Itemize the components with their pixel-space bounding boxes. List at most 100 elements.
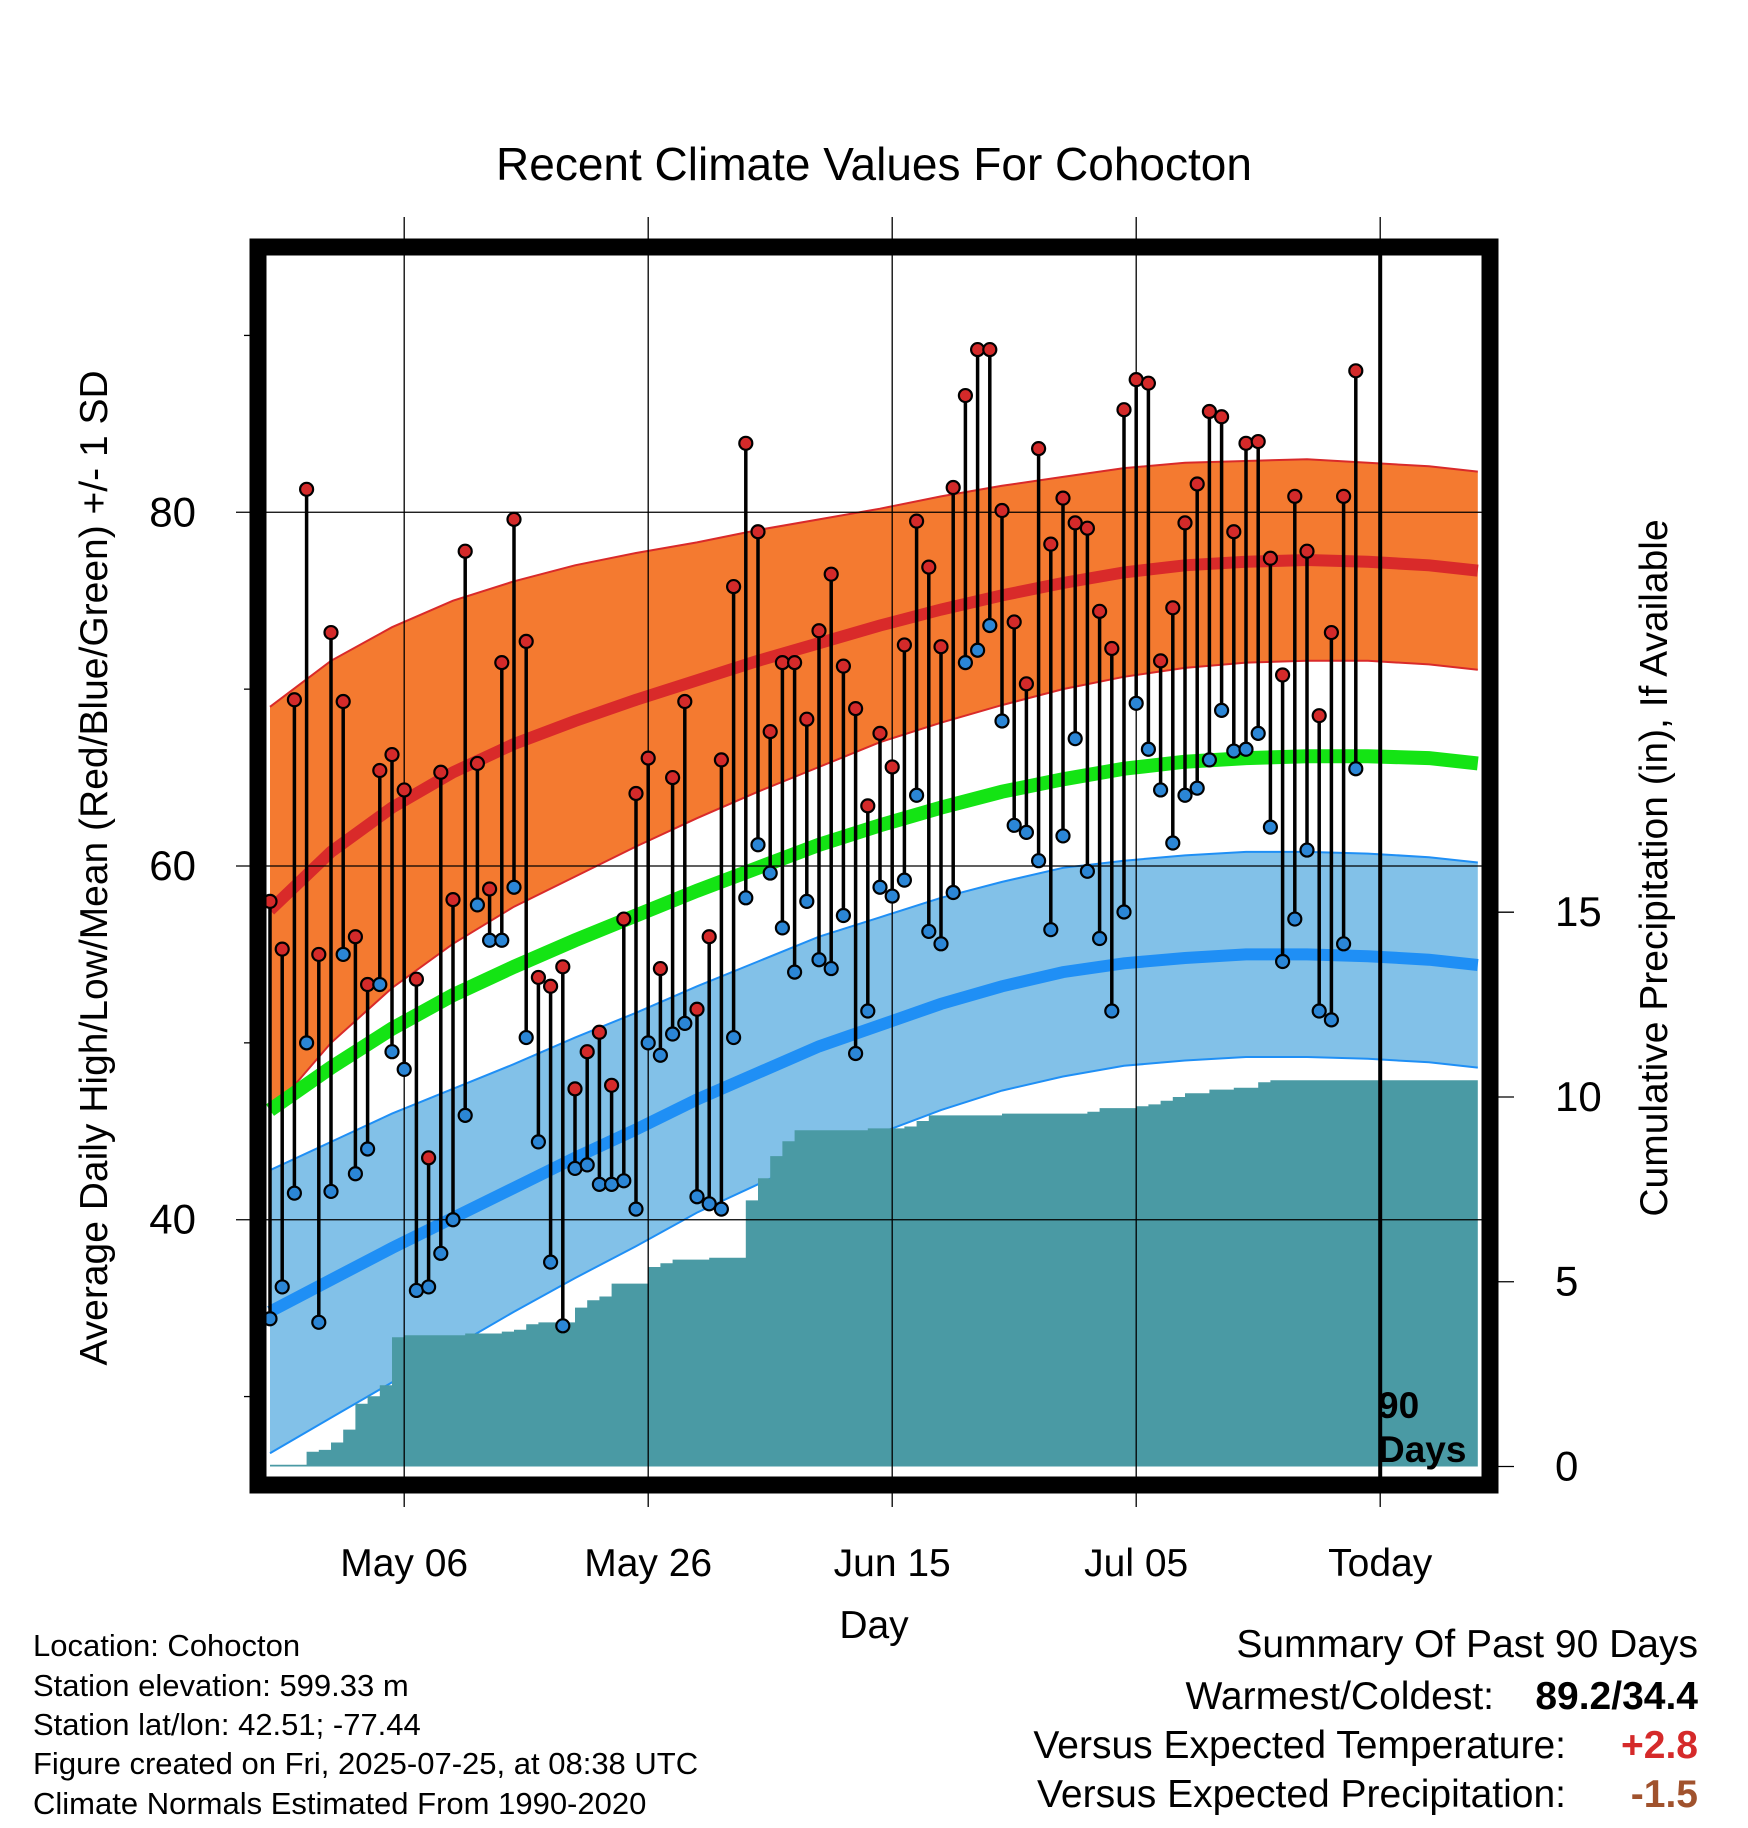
daily-low-marker — [1104, 1003, 1120, 1019]
daily-high-marker — [750, 524, 766, 540]
daily-low-marker — [1177, 787, 1193, 803]
daily-high-marker — [433, 764, 449, 780]
daily-high-marker — [957, 387, 974, 404]
daily-high-marker — [518, 633, 534, 649]
daily-low-marker — [957, 655, 974, 671]
daily-low-marker — [1006, 817, 1022, 833]
daily-high-marker — [982, 341, 998, 358]
daily-high-marker — [482, 881, 498, 897]
daily-low-marker — [713, 1201, 730, 1217]
daily-high-marker — [835, 658, 852, 674]
summary-temp-value: +2.8 — [1621, 1724, 1698, 1767]
daily-low-marker — [311, 1314, 327, 1330]
daily-high-marker — [945, 479, 961, 496]
daily-low-marker — [445, 1212, 461, 1228]
y-tick-label-left: 40 — [149, 1196, 196, 1243]
daily-high-marker — [1091, 603, 1108, 619]
daily-low-marker — [664, 1026, 681, 1042]
daily-high-marker — [725, 578, 742, 595]
daily-low-marker — [762, 865, 778, 881]
daily-high-marker — [469, 755, 485, 772]
daily-high-marker — [457, 543, 473, 559]
daily-high-marker — [762, 723, 778, 740]
daily-low-marker — [701, 1196, 717, 1212]
daily-low-marker — [1091, 930, 1108, 947]
daily-low-marker — [1323, 1012, 1340, 1028]
daily-low-marker — [555, 1318, 571, 1334]
daily-high-marker — [921, 559, 937, 575]
daily-high-marker — [1140, 375, 1157, 391]
x-tick-label: May 26 — [584, 1542, 712, 1585]
daily-high-marker — [567, 1081, 583, 1097]
daily-low-marker — [945, 884, 961, 901]
info-normals: Climate Normals Estimated From 1990-2020 — [33, 1786, 647, 1821]
daily-high-marker — [628, 785, 644, 802]
x-tick-label: May 06 — [340, 1542, 468, 1585]
daily-low-marker — [994, 713, 1010, 729]
daily-low-marker — [469, 897, 485, 913]
daily-high-marker — [701, 929, 717, 945]
daily-high-marker — [652, 960, 669, 977]
daily-high-marker — [494, 655, 510, 671]
daily-low-marker — [1299, 842, 1315, 858]
daily-low-marker — [823, 960, 839, 977]
x-tick-label: Jul 05 — [1084, 1542, 1188, 1585]
high-band-upper-edge — [269, 458, 1478, 708]
info-location: Location: Cohocton — [33, 1628, 301, 1663]
daily-high-marker — [860, 798, 876, 814]
high-sd-band — [270, 459, 1478, 1114]
daily-low-marker — [774, 920, 791, 936]
daily-high-marker — [1201, 403, 1218, 420]
daily-low-marker — [933, 936, 949, 952]
daily-high-marker — [579, 1044, 595, 1060]
daily-high-marker — [847, 700, 864, 717]
summary-warm-cold-label: Warmest/Coldest: — [1185, 1675, 1494, 1718]
y-tick-label-left: 80 — [149, 488, 196, 535]
daily-low-marker — [1043, 922, 1059, 938]
daily-low-marker — [628, 1201, 644, 1217]
daily-low-marker — [518, 1029, 534, 1046]
daily-low-marker — [969, 642, 986, 658]
daily-low-marker — [786, 964, 803, 980]
daily-low-marker — [1287, 911, 1303, 927]
daily-high-marker — [872, 725, 888, 741]
daily-low-marker — [677, 1015, 693, 1032]
daily-high-marker — [1116, 402, 1132, 418]
daily-high-marker — [335, 693, 351, 710]
daily-high-marker — [603, 1077, 620, 1093]
daily-low-marker — [1018, 824, 1035, 840]
daily-low-marker — [567, 1160, 583, 1177]
daily-high-marker — [360, 976, 376, 993]
x-axis-label: Day — [839, 1604, 909, 1647]
daily-high-marker — [408, 971, 424, 987]
daily-low-marker — [1116, 904, 1132, 920]
daily-high-marker — [286, 692, 302, 708]
daily-high-marker — [274, 941, 290, 957]
daily-high-marker — [1079, 520, 1096, 536]
daily-high-marker — [555, 959, 571, 975]
daily-high-marker — [591, 1024, 608, 1040]
info-latlon: Station lat/lon: 42.51; -77.44 — [33, 1707, 421, 1742]
precip-area — [270, 1080, 1478, 1467]
today-marker-days: 90 — [1378, 1385, 1419, 1426]
daily-high-marker — [323, 624, 339, 641]
daily-low-marker — [872, 879, 888, 895]
y-tick-label-right: 0 — [1555, 1443, 1578, 1490]
daily-low-marker — [542, 1254, 559, 1270]
daily-low-marker — [835, 907, 852, 924]
y-tick-label-right: 5 — [1555, 1258, 1578, 1305]
daily-low-marker — [750, 837, 766, 853]
y-axis-label-left: Average Daily High/Low/Mean (Red/Blue/Gr… — [73, 370, 116, 1365]
daily-low-marker — [616, 1173, 632, 1189]
daily-low-marker — [579, 1157, 595, 1173]
daily-low-marker — [530, 1134, 547, 1150]
daily-low-marker — [603, 1176, 620, 1192]
daily-low-marker — [384, 1044, 400, 1060]
today-marker-days-word: Days — [1378, 1429, 1466, 1470]
y-tick-label-right: 15 — [1555, 888, 1602, 935]
daily-high-marker — [1238, 435, 1254, 451]
info-elevation: Station elevation: 599.33 m — [33, 1668, 409, 1703]
daily-high-marker — [1274, 667, 1291, 683]
daily-high-marker — [1055, 490, 1071, 506]
daily-high-marker — [908, 513, 925, 529]
